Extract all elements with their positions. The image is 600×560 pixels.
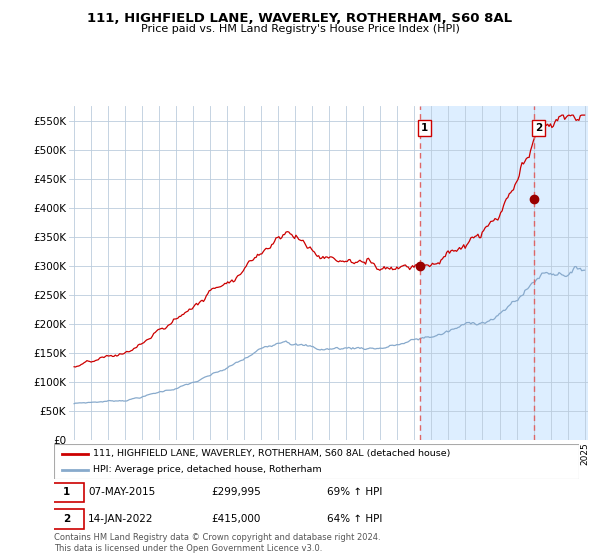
Text: Contains HM Land Registry data © Crown copyright and database right 2024.
This d: Contains HM Land Registry data © Crown c…	[54, 533, 380, 553]
FancyBboxPatch shape	[49, 509, 85, 529]
FancyBboxPatch shape	[54, 444, 579, 479]
Text: HPI: Average price, detached house, Rotherham: HPI: Average price, detached house, Roth…	[94, 465, 322, 474]
Text: 1: 1	[63, 487, 70, 497]
Text: 2: 2	[63, 514, 70, 524]
Text: £415,000: £415,000	[212, 514, 261, 524]
Text: 111, HIGHFIELD LANE, WAVERLEY, ROTHERHAM, S60 8AL (detached house): 111, HIGHFIELD LANE, WAVERLEY, ROTHERHAM…	[94, 449, 451, 458]
Text: 69% ↑ HPI: 69% ↑ HPI	[327, 487, 382, 497]
Bar	[421, 106, 600, 440]
Text: 1: 1	[421, 123, 428, 133]
Text: 14-JAN-2022: 14-JAN-2022	[88, 514, 154, 524]
Text: Price paid vs. HM Land Registry's House Price Index (HPI): Price paid vs. HM Land Registry's House …	[140, 24, 460, 34]
Text: £299,995: £299,995	[212, 487, 261, 497]
Text: 111, HIGHFIELD LANE, WAVERLEY, ROTHERHAM, S60 8AL: 111, HIGHFIELD LANE, WAVERLEY, ROTHERHAM…	[88, 12, 512, 25]
FancyBboxPatch shape	[49, 483, 85, 502]
Text: 07-MAY-2015: 07-MAY-2015	[88, 487, 155, 497]
Text: 2: 2	[535, 123, 542, 133]
Text: 64% ↑ HPI: 64% ↑ HPI	[327, 514, 382, 524]
